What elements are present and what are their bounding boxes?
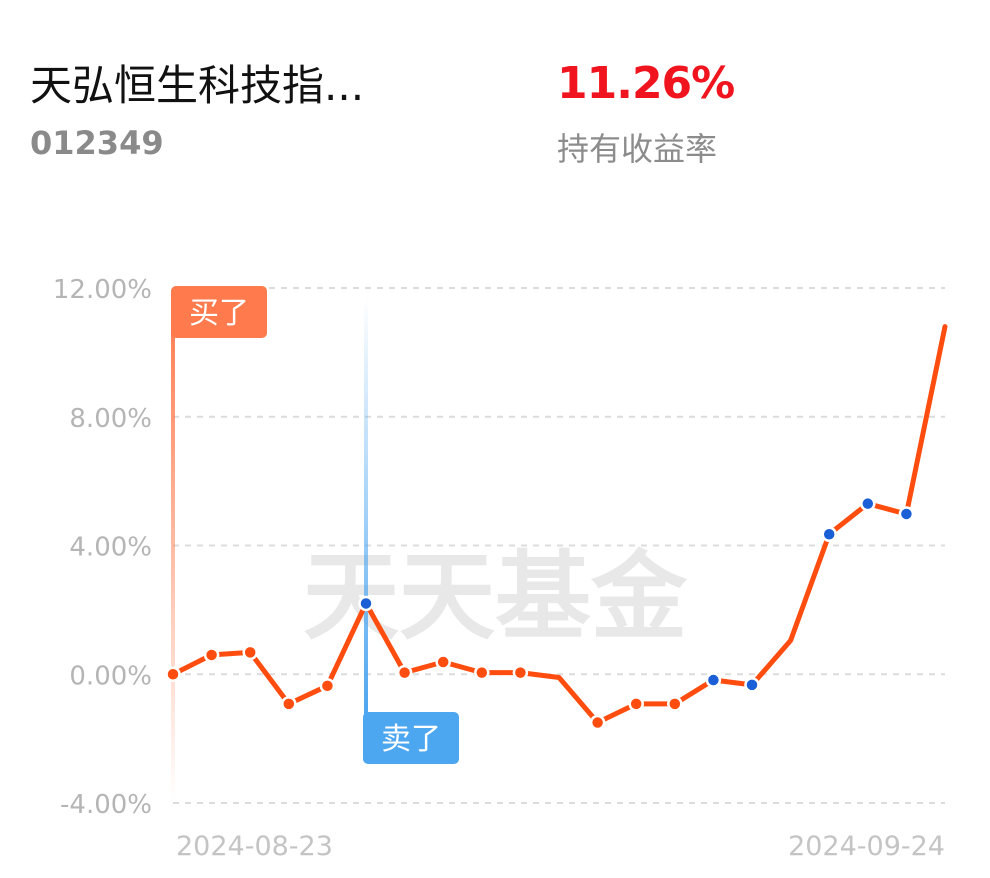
data-point[interactable] [821,526,837,542]
fund-name: 天弘恒生科技指... [30,61,365,110]
fund-code: 012349 [30,124,164,162]
buy-tag-bg [171,286,267,338]
buy-tag: 买了 [171,286,267,338]
data-point[interactable] [358,595,374,612]
sell-marker-line [364,298,368,716]
buy-tag-label: 买了 [189,296,249,331]
data-point[interactable] [860,495,876,512]
data-point[interactable] [435,654,451,670]
data-point[interactable] [898,506,915,522]
data-point[interactable] [165,666,181,682]
y-tick-label: 12.00% [53,275,152,305]
x-tick-label: 2024-09-24 [788,831,945,862]
data-point[interactable] [396,664,413,681]
y-tick-label: 4.00% [69,533,152,563]
watermark-text: 天天基金 [303,541,688,653]
holding-yield-label: 持有收益率 [557,130,718,168]
x-tick-label: 2024-08-23 [176,831,333,862]
data-point[interactable] [667,696,683,712]
data-point[interactable] [512,664,529,681]
sell-tag: 卖了 [363,712,459,764]
y-tick-label: -4.00% [60,790,152,820]
data-point[interactable] [705,672,722,688]
buy-marker-line [171,300,175,800]
data-point[interactable] [628,696,644,712]
data-point[interactable] [474,664,490,681]
sell-tag-bg [363,712,459,764]
data-point[interactable] [319,678,336,694]
data-point[interactable] [589,714,606,731]
data-point[interactable] [203,647,220,663]
data-point[interactable] [242,644,258,661]
holding-yield-value: 11.26% [557,58,735,109]
y-tick-label: 8.00% [69,404,152,434]
yield-series-line [170,324,948,725]
sell-tag-label: 卖了 [381,722,441,757]
y-tick-label: 0.00% [69,661,152,691]
data-point[interactable] [744,677,760,693]
data-point[interactable] [281,696,297,712]
